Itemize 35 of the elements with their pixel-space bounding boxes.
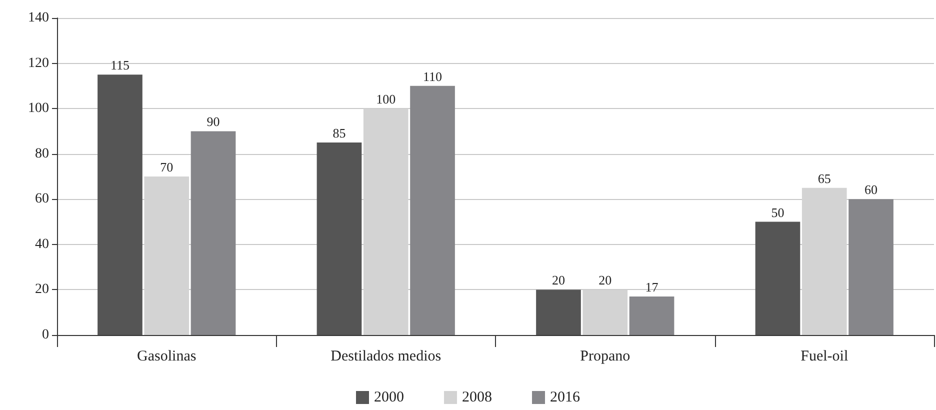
x-tick-label: Fuel-oil [800,348,848,364]
y-tick-label: 140 [28,10,49,26]
data-label: 20 [552,272,565,288]
y-tick-label: 120 [28,56,49,71]
bar [98,74,142,335]
bar [755,222,800,335]
data-label: 65 [818,170,831,186]
bar [848,199,894,335]
data-label: 60 [864,182,878,198]
y-tick-label: 80 [35,146,49,162]
bar [629,296,674,335]
x-tick-label: Propano [580,348,630,364]
data-label: 100 [376,92,396,107]
legend-label: 2000 [374,390,404,406]
y-tick-label: 60 [35,192,49,207]
data-label: 70 [160,160,174,174]
bar [410,86,455,335]
data-label: 115 [110,58,130,73]
data-label: 110 [423,68,442,84]
x-tick-label: Destilados medios [330,348,442,364]
y-tick-label: 100 [28,101,49,116]
legend-label: 2016 [550,390,580,406]
bar [190,131,236,335]
bar [316,142,362,335]
x-tick-label: Gasolinas [137,348,196,364]
y-tick-label: 0 [42,328,49,342]
bar [536,290,581,335]
data-label: 20 [598,272,612,288]
legend-label: 2008 [462,390,492,406]
data-label: 85 [332,126,346,141]
data-label: 50 [771,204,784,220]
y-tick-label: 40 [35,236,49,252]
data-label: 90 [206,114,220,130]
data-label: 17 [645,280,659,295]
y-tick-label: 20 [35,282,49,298]
